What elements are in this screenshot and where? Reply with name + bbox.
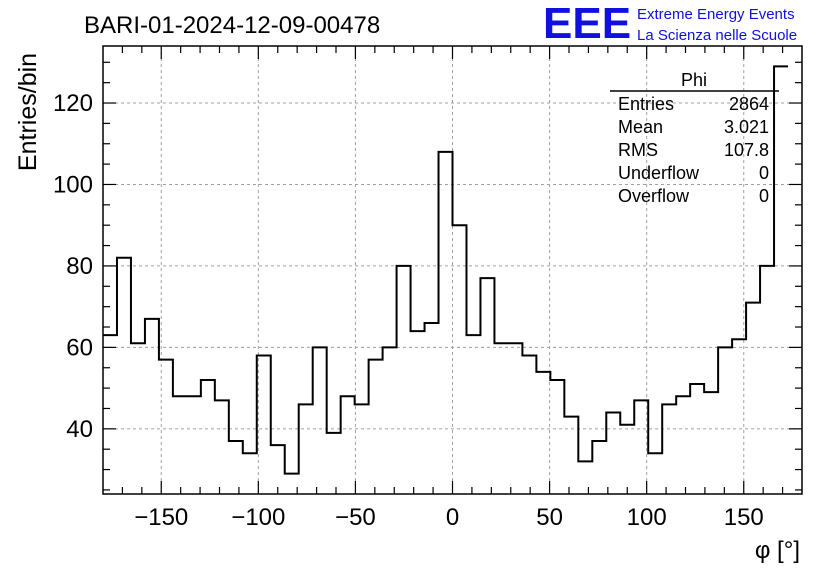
x-tick-label: 150 — [724, 504, 764, 531]
grid — [103, 46, 802, 494]
hist-bin-45 — [732, 339, 746, 494]
hist-bin-21 — [397, 266, 411, 494]
chart-title: BARI-01-2024-12-09-00478 — [84, 12, 380, 39]
hist-bin-47 — [760, 266, 774, 494]
hist-bin-35 — [592, 441, 606, 494]
y-tick-label: 100 — [53, 171, 93, 198]
hist-bin-29 — [508, 343, 522, 494]
hist-bin-42 — [690, 384, 704, 494]
hist-bin-46 — [746, 303, 760, 494]
hist-bin-24 — [439, 152, 453, 494]
stats-value: 0 — [759, 186, 769, 206]
hist-bin-12 — [271, 445, 285, 494]
hist-bin-2 — [131, 343, 145, 494]
x-tick-label: −150 — [134, 504, 188, 531]
hist-bin-43 — [704, 392, 718, 494]
y-axis-label: Entries/bin — [14, 53, 42, 171]
x-tick-label: −50 — [335, 504, 376, 531]
hist-bin-48 — [774, 66, 788, 494]
hist-bin-16 — [327, 433, 341, 494]
hist-bin-6 — [187, 396, 201, 494]
axis-ticks — [103, 46, 802, 494]
stats-value: 3.021 — [724, 117, 769, 137]
hist-bin-15 — [313, 347, 327, 494]
hist-bin-22 — [411, 331, 425, 494]
hist-bin-30 — [522, 356, 536, 494]
hist-bin-7 — [201, 380, 215, 494]
hist-bin-5 — [173, 396, 187, 494]
stats-label: Underflow — [618, 163, 700, 183]
y-tick-label: 40 — [66, 416, 93, 443]
hist-bin-25 — [453, 225, 467, 494]
hist-bin-3 — [145, 319, 159, 494]
stats-title: Phi — [681, 70, 707, 90]
brand-line-2: La Scienza nelle Scuole — [637, 27, 797, 44]
hist-bin-38 — [634, 400, 648, 494]
stats-value: 2864 — [729, 94, 769, 114]
hist-bin-8 — [215, 400, 229, 494]
x-tick-labels: −150 −100 −50 0 50 100 150 — [134, 504, 764, 531]
hist-bin-32 — [550, 380, 564, 494]
stats-box: Phi Entries 2864 Mean 3.021 RMS 107.8 Underflo… — [610, 70, 779, 206]
stats-label: Entries — [618, 94, 674, 114]
y-tick-labels: 40 60 80 100 120 — [53, 90, 93, 443]
hist-bin-41 — [676, 396, 690, 494]
hist-bin-14 — [299, 404, 313, 494]
eee-logo-text: EEE — [543, 0, 631, 48]
hist-bin-19 — [369, 360, 383, 494]
hist-bin-20 — [383, 347, 397, 494]
x-tick-label: −100 — [231, 504, 285, 531]
x-tick-label: 100 — [627, 504, 667, 531]
hist-bin-10 — [243, 453, 257, 494]
hist-bin-40 — [662, 404, 676, 494]
stats-label: RMS — [618, 140, 658, 160]
hist-bin-0 — [103, 335, 117, 494]
y-tick-label: 60 — [66, 334, 93, 361]
hist-bin-37 — [620, 425, 634, 494]
hist-bin-34 — [578, 461, 592, 494]
y-tick-label: 80 — [66, 253, 93, 280]
stats-value: 107.8 — [724, 140, 769, 160]
stats-label: Mean — [618, 117, 663, 137]
hist-bin-4 — [159, 360, 173, 494]
stats-label: Overflow — [618, 186, 690, 206]
hist-bin-17 — [341, 396, 355, 494]
hist-bin-36 — [606, 413, 620, 494]
y-tick-label: 120 — [53, 90, 93, 117]
hist-bin-28 — [494, 343, 508, 494]
brand-line-1: Extreme Energy Events — [637, 6, 795, 23]
hist-bin-23 — [425, 323, 439, 494]
hist-bin-26 — [466, 335, 480, 494]
histogram — [103, 65, 789, 494]
hist-bin-1 — [117, 258, 131, 494]
hist-bin-44 — [718, 347, 732, 494]
x-tick-label: 0 — [446, 504, 459, 531]
hist-bin-33 — [564, 417, 578, 494]
x-tick-label: 50 — [536, 504, 563, 531]
eee-logo: EEE Extreme Energy Events La Scienza nel… — [543, 0, 797, 48]
hist-bin-39 — [648, 453, 662, 494]
histogram-outline — [103, 65, 789, 475]
hist-bin-31 — [536, 372, 550, 494]
hist-bin-11 — [257, 356, 271, 494]
stats-value: 0 — [759, 163, 769, 183]
hist-bin-27 — [480, 278, 494, 494]
hist-bin-18 — [355, 404, 369, 494]
hist-bin-9 — [229, 441, 243, 494]
x-axis-label: φ [°] — [755, 537, 800, 564]
